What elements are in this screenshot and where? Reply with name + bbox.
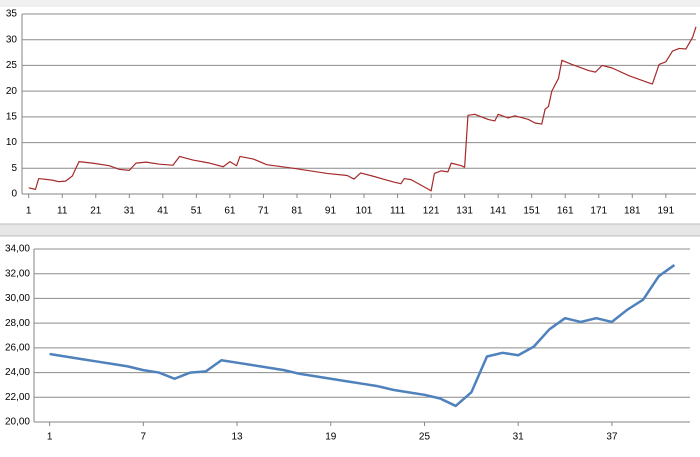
x-tick-label: 141 [490,206,507,217]
y-tick-label: 10 [6,137,18,148]
x-tick-label: 151 [523,206,540,217]
y-tick-label: 22,00 [5,392,30,403]
x-tick-label: 25 [419,432,431,443]
x-tick-label: 51 [191,206,203,217]
data-line [28,26,697,192]
x-tick-label: 11 [57,206,68,217]
x-tick-label: 101 [356,206,373,217]
x-tick-label: 71 [258,206,270,217]
x-tick-label: 37 [606,432,618,443]
data-line [49,264,676,408]
x-tick-label: 21 [90,206,102,217]
y-tick-label: 20,00 [5,417,30,428]
sheet-strip [0,0,700,7]
x-tick-label: 19 [325,432,337,443]
y-tick-label: 30 [6,34,18,45]
x-tick-label: 1 [47,432,53,443]
y-tick-label: 35 [6,9,18,20]
x-tick-label: 31 [513,432,525,443]
x-tick-label: 171 [590,206,607,217]
x-tick-label: 31 [124,206,136,217]
x-tick-label: 1 [26,206,32,217]
x-tick-label: 191 [657,206,674,217]
x-tick-label: 181 [624,206,641,217]
x-tick-label: 41 [157,206,169,217]
y-tick-label: 25 [6,60,18,71]
x-tick-label: 61 [224,206,236,217]
y-tick-label: 5 [11,163,17,174]
y-tick-label: 26,00 [5,342,30,353]
sheet-separator [0,224,700,236]
y-tick-label: 20 [6,86,18,97]
x-tick-label: 111 [390,206,406,217]
y-tick-label: 30,00 [5,293,30,304]
y-tick-label: 24,00 [5,367,30,378]
x-tick-label: 161 [557,206,574,217]
y-tick-label: 15 [6,111,18,122]
x-tick-label: 13 [231,432,243,443]
y-tick-label: 28,00 [5,318,30,329]
y-tick-label: 32,00 [5,268,30,279]
x-tick-label: 81 [291,206,303,217]
y-tick-label: 34,00 [5,244,30,255]
x-tick-label: 7 [141,432,147,443]
x-tick-label: 131 [456,206,473,217]
y-tick-label: 0 [11,189,17,200]
x-tick-label: 91 [325,206,337,217]
x-tick-label: 121 [423,206,440,217]
